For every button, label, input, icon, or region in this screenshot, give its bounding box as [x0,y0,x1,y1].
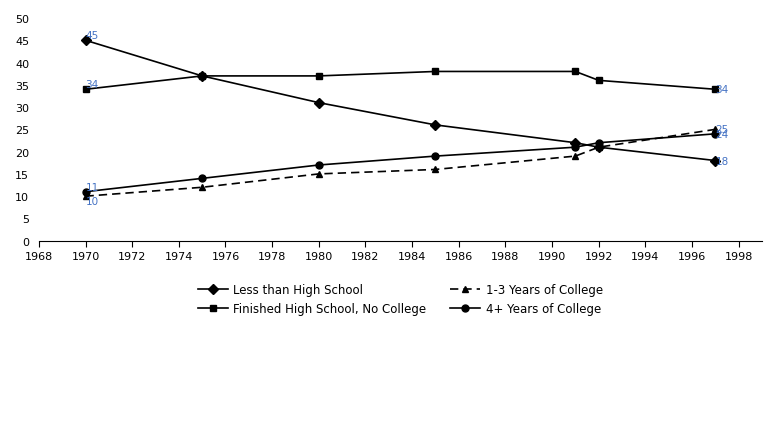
Text: 18: 18 [716,156,729,166]
Text: 10: 10 [85,197,99,207]
Text: 34: 34 [716,85,729,95]
Text: 11: 11 [85,182,99,192]
Text: 45: 45 [85,31,99,41]
Text: 25: 25 [716,125,729,135]
Legend: Less than High School, Finished High School, No College, 1-3 Years of College, 4: Less than High School, Finished High Sch… [193,279,608,320]
Text: 24: 24 [716,130,729,139]
Text: 34: 34 [85,80,99,90]
